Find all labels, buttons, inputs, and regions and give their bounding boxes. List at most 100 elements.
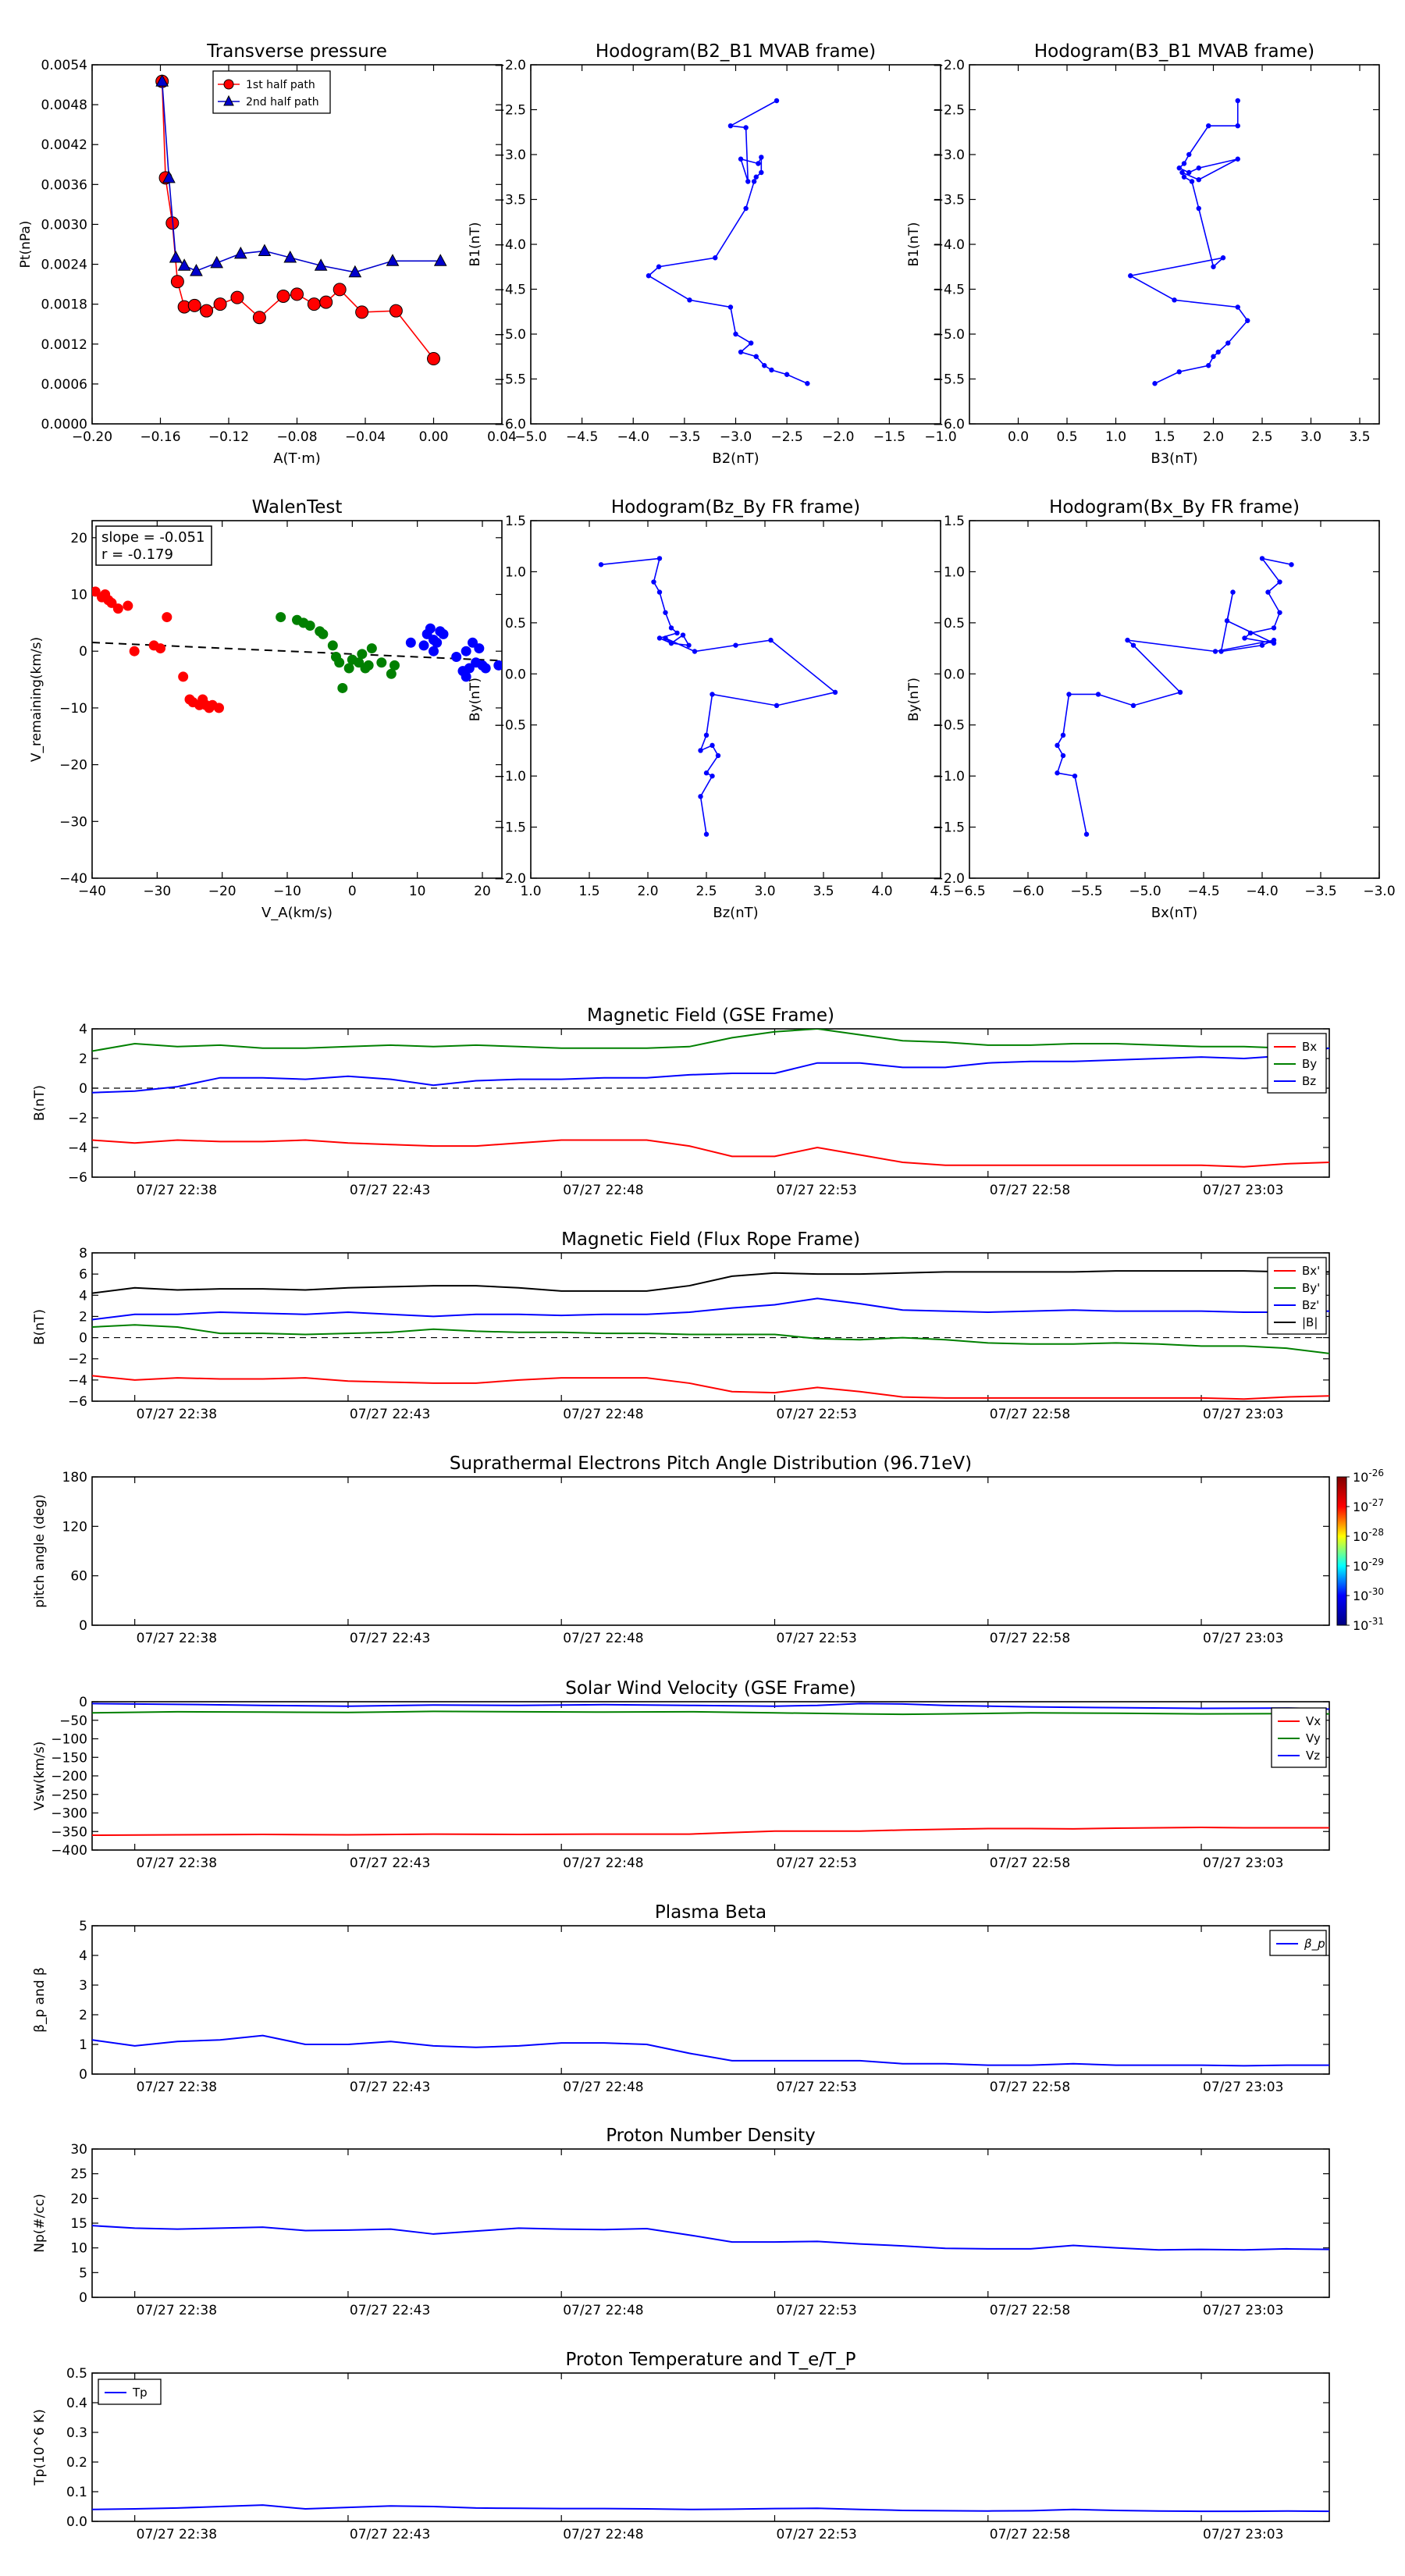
solar-wind-velocity-xtick-label: 07/27 23:03 [1203,1856,1283,1871]
magnetic-field-fr-ytick-label: 8 [79,1246,87,1261]
hodogram-b3-b1-point [1196,205,1201,212]
hodogram-bz-by-point [656,635,663,641]
proton-temperature-ytick-label: 0.5 [66,2366,87,2382]
transverse-pressure-point [213,297,227,311]
hodogram-b3-b1-chart: Hodogram(B3_B1 MVAB frame) −6.0 −5.5 −5.0 −4… [906,41,1380,467]
solar-wind-velocity-chart: Solar Wind Velocity (GSE Frame) −400 −350 −… [32,1678,1330,1871]
solar-wind-velocity-ylabel: Vsw(km/s) [32,1742,48,1811]
magnetic-field-fr-ytick-label: 4 [79,1288,87,1304]
hodogram-b2-b1-point [756,161,761,166]
plasma-beta-xtick-label: 07/27 22:53 [776,2080,856,2095]
magnetic-field-gse-axes-frame [91,1028,1330,1178]
hodogram-b2-b1-point [733,331,738,337]
hodogram-b2-b1-point [774,98,780,104]
hodogram-bx-by-xtick-label: −3.0 [1363,884,1395,899]
hodogram-bx-by-point [1125,637,1130,643]
magnetic-field-gse-ytick-label: 2 [79,1051,87,1067]
transverse-pressure-legend-marker [223,94,234,106]
hodogram-b2-b1-point [727,123,734,129]
colorbar-base: 10 [1353,1529,1368,1544]
transverse-pressure-ytick-label: 0.0024 [41,258,87,273]
walen-test-point [327,640,338,651]
hodogram-bz-by-xtick-label: 2.0 [637,884,658,899]
hodogram-b2-b1-ytick-label: −6.0 [494,417,526,432]
walen-test-point [347,654,357,665]
hodogram-b3-b1-plot-area [1128,98,1250,386]
hodogram-b3-b1-point [1211,354,1216,359]
walen-test-point [461,646,471,656]
proton-temperature-xtick-label: 07/27 22:58 [990,2527,1070,2542]
magnetic-field-gse-ytick-label: −6 [68,1170,87,1186]
hodogram-bz-by-point [768,637,774,643]
plasma-beta-ytick-label: 1 [79,2037,87,2053]
pitch-angle-title: Suprathermal Electrons Pitch Angle Distr… [450,1453,972,1474]
walen-test-point [162,612,173,623]
pitch-angle-colorbar-label: 10-28 [1353,1527,1384,1544]
pitch-angle-ytick-label: 180 [62,1470,87,1485]
proton-density-ytick-label: 10 [70,2241,87,2257]
transverse-pressure-ytick-label: 0.0054 [41,58,87,73]
magnetic-field-gse-xtick-label: 07/27 22:43 [350,1183,430,1198]
hodogram-bz-by-point [680,632,686,638]
transverse-pressure-ytick-label: 0.0048 [41,98,87,113]
hodogram-bx-by-xtick-label: −4.5 [1187,884,1219,899]
hodogram-bx-by-point [1177,689,1183,696]
proton-density-series-line-0 [92,2225,1329,2251]
hodogram-b2-b1-point [646,273,652,279]
hodogram-b2-b1-ytick-label: −5.0 [494,327,526,343]
colorbar-exponent: -29 [1368,1557,1384,1567]
walen-test-plot-area [92,586,502,713]
hodogram-b2-b1-point [753,174,759,180]
hodogram-bz-by-ytick-label: 1.5 [505,514,526,529]
hodogram-bz-by-point [656,589,663,595]
hodogram-bz-by-point [710,773,715,779]
magnetic-field-gse-plot-area [92,1029,1329,1168]
hodogram-bz-by-point [598,562,604,568]
hodogram-b2-b1-point [759,155,764,160]
transverse-pressure-ytick-label: 0.0030 [41,217,87,233]
solar-wind-velocity-legend-label: Vy [1306,1731,1321,1745]
walen-test-point [337,682,348,693]
transverse-pressure-legend-label: 1st half path [246,79,315,91]
walen-test-ytick-label: −40 [59,871,87,887]
proton-temperature-ylabel: Tp(10^6 K) [32,2409,48,2486]
hodogram-bz-by-point [698,748,703,753]
transverse-pressure-point [162,170,176,183]
hodogram-b3-b1-xtick-label: 1.0 [1105,429,1126,445]
magnetic-field-fr-xtick-label: 07/27 22:38 [137,1407,217,1422]
colorbar-exponent: -30 [1368,1586,1384,1597]
solar-wind-velocity-legend-label: Vx [1306,1714,1321,1728]
hodogram-b3-b1-point [1245,318,1250,323]
hodogram-b2-b1-xtick-label: −2.0 [822,429,854,445]
colorbar-exponent: -28 [1368,1527,1384,1538]
magnetic-field-gse-legend-label: Bx [1302,1040,1317,1054]
hodogram-bz-by-xlabel: Bz(nT) [713,905,758,921]
transverse-pressure-plot-area [155,74,447,366]
transverse-pressure-point [389,304,403,318]
magnetic-field-gse-xtick-label: 07/27 22:38 [137,1183,217,1198]
pitch-angle-xtick-label: 07/27 23:03 [1203,1631,1283,1646]
walen-test-point [429,646,439,656]
hodogram-b3-b1-point [1181,174,1187,180]
hodogram-b2-b1-xtick-label: −4.5 [566,429,598,445]
transverse-pressure-point [283,250,297,263]
magnetic-field-gse-ytick-label: 4 [79,1022,87,1037]
hodogram-b2-b1-series-line-0 [647,100,808,384]
transverse-pressure-xtick-label: 0.00 [419,429,449,445]
plasma-beta-axes-frame [91,1925,1330,2075]
hodogram-bx-by-point [1224,618,1230,624]
hodogram-bz-by-point [703,831,710,837]
plasma-beta-ytick-label: 4 [79,1948,87,1964]
proton-temperature-xtick-label: 07/27 22:48 [563,2527,643,2542]
hodogram-b3-b1-xtick-label: 3.0 [1300,429,1321,445]
hodogram-bx-by-ytick-label: 0.0 [944,667,965,682]
walen-test-xlabel: V_A(km/s) [261,905,333,921]
magnetic-field-gse-chart: Magnetic Field (GSE Frame) −6 −4 −2 0 2 4 07/27… [32,1005,1330,1198]
walen-test-ytick-label: 20 [70,531,87,546]
hodogram-bz-by-ytick-label: 0.5 [505,616,526,632]
proton-temperature-xtick-label: 07/27 22:38 [137,2527,217,2542]
hodogram-b3-b1-point [1128,273,1133,279]
pitch-angle-xtick-label: 07/27 22:53 [776,1631,856,1646]
pitch-angle-colorbar-label: 10-31 [1353,1616,1384,1633]
proton-temperature-ytick-label: 0.2 [66,2455,87,2471]
